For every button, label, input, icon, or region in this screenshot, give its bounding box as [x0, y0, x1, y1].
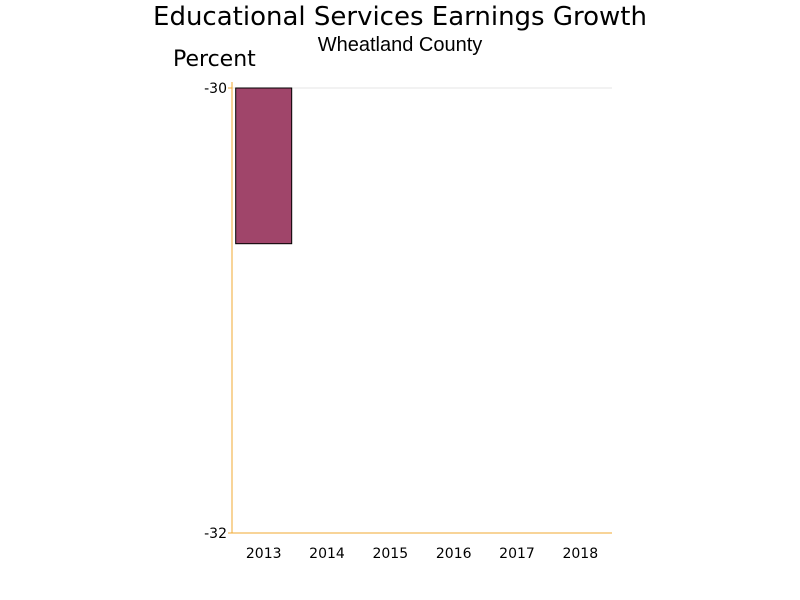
x-tick-label: 2018: [562, 546, 598, 562]
x-ticks-group: 2013 2014 2015 2016 2017 2018: [246, 546, 598, 562]
bar-2013: [235, 87, 293, 245]
x-tick-label: 2013: [246, 546, 282, 562]
y-tick-label: -30: [204, 81, 227, 97]
x-tick-label: 2017: [499, 546, 535, 562]
y-tick-label: -32: [204, 526, 227, 542]
x-tick-label: 2014: [309, 546, 345, 562]
chart-title: Educational Services Earnings Growth: [153, 2, 647, 32]
y-axis-label: Percent: [173, 47, 256, 72]
bars-group: [235, 87, 293, 245]
chart-subtitle: Wheatland County: [317, 34, 483, 56]
x-tick-label: 2015: [372, 546, 408, 562]
y-ticks-group: -30 -32: [204, 81, 232, 542]
x-tick-label: 2016: [436, 546, 472, 562]
